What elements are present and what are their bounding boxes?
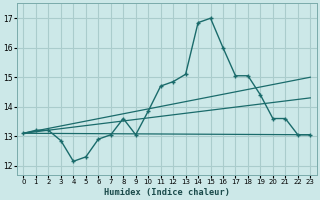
X-axis label: Humidex (Indice chaleur): Humidex (Indice chaleur) [104, 188, 230, 197]
